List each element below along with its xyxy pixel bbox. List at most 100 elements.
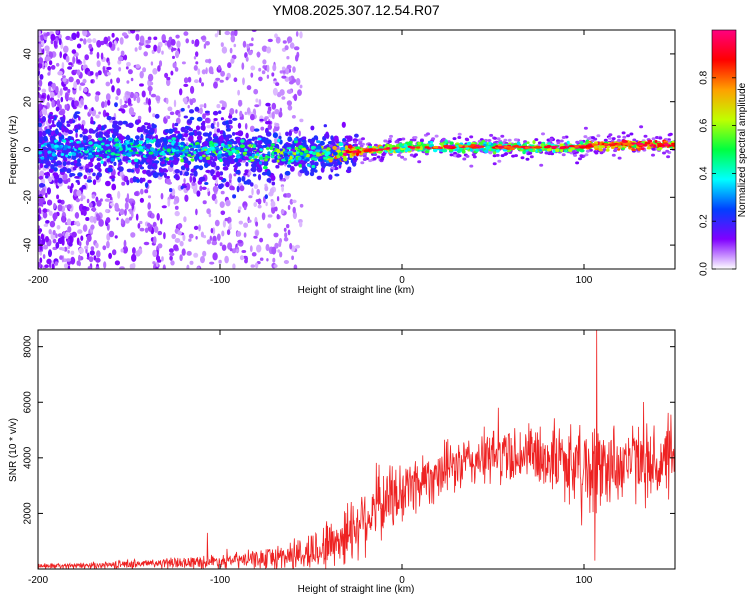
spectrogram-cell (292, 66, 296, 73)
spectrogram-cell (576, 147, 581, 152)
spectrogram-cell (48, 60, 53, 66)
spectrogram-cell (57, 204, 63, 212)
spectrogram-cell (415, 146, 421, 149)
spectrogram-cell (362, 158, 367, 161)
spectrogram-cell (44, 264, 49, 269)
spectrogram-cell (250, 159, 255, 162)
spectrogram-cell (50, 91, 55, 98)
spectrogram-cell (235, 151, 239, 155)
spectrogram-cell (106, 158, 111, 163)
spectrogram-cell (176, 40, 181, 49)
spectrogram-cell (257, 137, 262, 141)
spectrogram-cell (175, 142, 179, 146)
spectrogram-cell (195, 51, 199, 57)
spectrogram-cell (234, 157, 239, 163)
spectrogram-cell (201, 69, 207, 75)
spectrogram-cell (89, 146, 95, 150)
spectrogram-cell (551, 145, 558, 149)
spectrogram-cell (45, 175, 49, 179)
spectrogram-cell (228, 151, 233, 156)
spectrogram-cell (153, 36, 158, 41)
spectrogram-cell (161, 50, 164, 55)
spectrogram-cell (219, 100, 225, 104)
spectrogram-cell (283, 237, 289, 242)
spectrogram-cell (272, 64, 277, 72)
spectrogram-cell (289, 152, 293, 156)
spectrogram-cell (538, 149, 543, 152)
spectrogram-cell (250, 65, 256, 71)
spectrogram-cell (388, 137, 392, 141)
spectrogram-cell (200, 122, 205, 126)
spectrogram-cell (92, 172, 96, 177)
spectrogram-cell (216, 121, 220, 128)
spectrogram-cell (218, 184, 222, 189)
spectrogram-x-tick-label: 0 (399, 275, 405, 286)
spectrogram-cell (194, 106, 200, 112)
spectrogram-cell (60, 153, 65, 156)
spectrogram-cell (83, 156, 88, 160)
spectrogram-cell (427, 140, 432, 144)
spectrogram-cell (279, 251, 283, 258)
spectrogram-cell (257, 198, 262, 205)
spectrogram-cell (159, 157, 164, 162)
spectrogram-cell (88, 128, 94, 134)
spectrogram-cell (221, 230, 225, 237)
spectrogram-cell (68, 241, 73, 247)
spectrogram-cell (216, 128, 221, 133)
spectrogram-cell (59, 168, 66, 173)
spectrogram-cell (126, 134, 130, 140)
spectrogram-cell (38, 62, 43, 69)
spectrogram-cell (439, 142, 445, 146)
spectrogram-cell (590, 139, 595, 143)
spectrogram-cell (221, 244, 227, 251)
spectrogram-cell (38, 230, 41, 235)
spectrogram-cell (80, 98, 84, 105)
spectrogram-cell (72, 56, 76, 65)
spectrogram-x-tick-label: -100 (210, 275, 230, 286)
spectrogram-cell (88, 161, 93, 167)
spectrogram-cell (342, 138, 347, 143)
spectrogram-cell (419, 139, 424, 143)
spectrogram-cell (270, 143, 276, 147)
spectrogram-cell (142, 169, 147, 174)
spectrogram-cell (140, 148, 145, 152)
spectrogram-cell (55, 106, 60, 112)
snr-y-label: SNR (10 * v/v) (8, 418, 19, 482)
spectrogram-cell (113, 161, 117, 166)
spectrogram-cell (524, 146, 530, 149)
spectrogram-cell (181, 248, 186, 256)
spectrogram-cell (125, 140, 130, 144)
spectrogram-cell (90, 71, 94, 76)
spectrogram-cell (161, 34, 166, 42)
spectrogram-cell (61, 215, 66, 223)
spectrogram-cell (219, 201, 225, 209)
spectrogram-cell (194, 165, 200, 169)
spectrogram-cell (205, 132, 209, 137)
spectrogram-cell (254, 104, 260, 108)
spectrogram-cell (265, 131, 272, 137)
spectrogram-cell (133, 142, 139, 146)
spectrogram-cell (44, 45, 50, 52)
spectrogram-cell (105, 180, 111, 187)
spectrogram-cell (237, 176, 242, 183)
spectrogram-cell (70, 148, 75, 153)
spectrogram-cell (270, 175, 276, 181)
spectrogram-cell (305, 158, 310, 162)
spectrogram-cell (170, 260, 175, 266)
spectrogram-cell (108, 230, 115, 238)
spectrogram-cell (292, 206, 296, 214)
spectrogram-cell (232, 194, 237, 199)
spectrogram-cell (654, 140, 658, 143)
spectrogram-cell (153, 225, 159, 233)
spectrogram-cell (234, 131, 241, 136)
spectrogram-cell (96, 200, 102, 207)
spectrogram-cell (72, 152, 77, 156)
spectrogram-cell (270, 200, 276, 208)
spectrogram-cell (165, 97, 169, 105)
spectrogram-cell (146, 158, 150, 163)
spectrogram-cell (208, 213, 212, 218)
spectrogram-cell (253, 136, 258, 140)
spectrogram-cell (200, 256, 205, 264)
spectrogram-cell (123, 151, 127, 155)
spectrogram-cell (71, 49, 77, 54)
